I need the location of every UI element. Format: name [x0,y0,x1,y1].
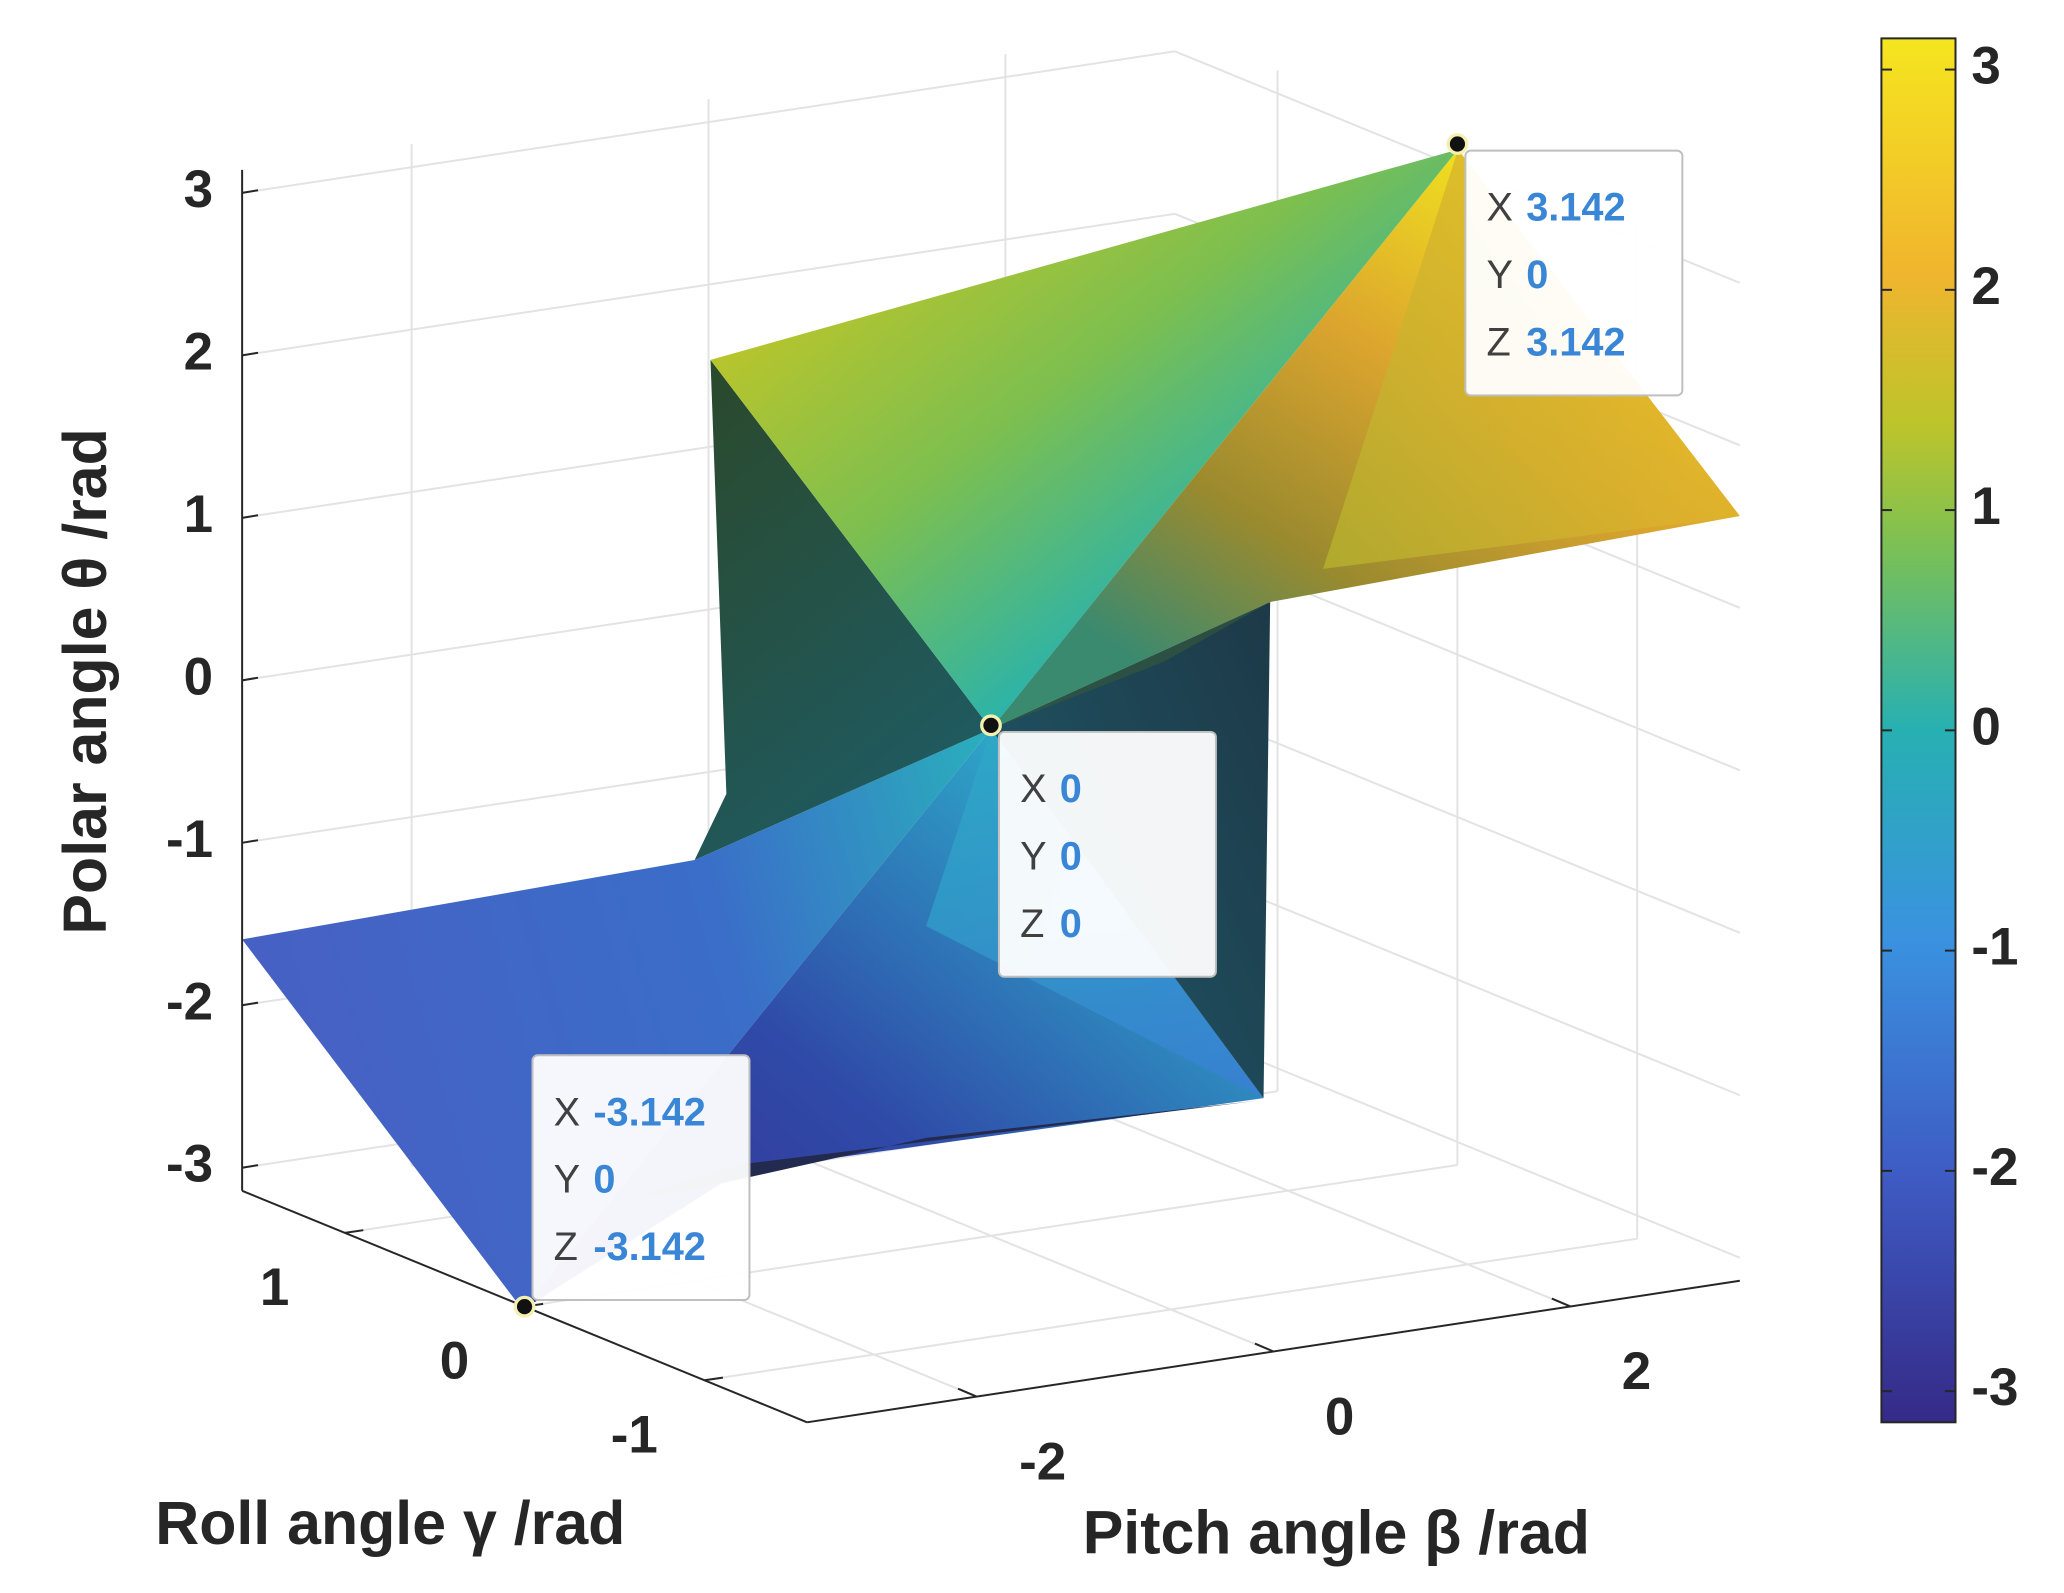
datatip-field: Z [1020,902,1044,946]
datatip-field: Y [1020,834,1046,878]
colorbar-tick-label: 3 [1971,37,2000,96]
z-tick [241,1001,259,1007]
datatip-box [997,730,1217,978]
datatip-value: 0 [1060,902,1082,946]
z-tick-label: 2 [184,322,213,381]
colorbar-tick-label: -2 [1971,1138,2018,1197]
datatip-field: X [554,1090,580,1134]
datatip-field: Z [554,1225,578,1269]
grid-line [1174,862,1741,1097]
grid-line [1174,1025,1741,1259]
z-tick [241,676,259,682]
x-tick-label: -2 [1019,1432,1066,1491]
x-tick-label: 2 [1622,1342,1651,1401]
datatip-field: Y [554,1158,580,1202]
datatip-field: Y [1487,253,1513,297]
colorbar [1880,37,1957,1424]
datatip-value: 3.142 [1526,321,1625,365]
z-axis-label: Polar angle θ /rad [51,428,119,934]
datatip-field: X [1487,186,1513,230]
grid-line [704,1237,1638,1382]
datatip-value: 0 [1060,834,1082,878]
grid-line [241,212,1176,357]
z-tick-label: -2 [166,972,213,1031]
z-tick [241,514,259,519]
x-tick [1551,1297,1571,1308]
z-tick [241,351,259,357]
colorbar-tick-label: 0 [1971,697,2000,756]
datatip-box [1464,149,1684,397]
colorbar-tick-label: 2 [1971,257,2000,316]
datatip-value: 3.142 [1526,186,1625,230]
x-axis-label: Pitch angle β /rad [1083,1499,1590,1567]
z-tick [241,1164,259,1169]
z-tick-label: -3 [166,1135,213,1194]
grid-line [1174,700,1741,934]
x-tick-label: 0 [1325,1387,1354,1446]
datatip-point [980,714,1002,737]
z-tick [241,839,259,844]
datatip-value: 0 [593,1158,615,1202]
datatip-value: 0 [1060,767,1082,811]
colorbar-tick-label: -1 [1971,918,2018,977]
y-tick [344,1229,364,1234]
y-axis-label: Roll angle γ /rad [155,1489,625,1557]
colorbar-tick-label: -3 [1971,1358,2018,1417]
y-tick [704,1376,724,1382]
y-tick-label: 1 [260,1258,289,1317]
datatip-value: 0 [1526,253,1548,297]
z-tick-label: 0 [184,647,213,706]
surface-patch [242,729,991,1310]
z-tick [241,189,259,194]
grid-line [241,50,1176,194]
z-tick-label: 1 [184,485,213,544]
x-tick [1254,1342,1274,1353]
x-tick [957,1387,977,1398]
datatip-point [513,1295,536,1318]
datatip-box [531,1054,751,1301]
datatip-value: -3.142 [593,1225,706,1269]
datatip-field: X [1020,767,1046,811]
surface-patch [694,359,991,861]
z-tick-label: 3 [184,160,213,219]
y-tick-label: 0 [440,1332,469,1391]
datatip-field: Z [1487,321,1511,365]
datatip-point [1446,133,1469,155]
colorbar-tick-label: 1 [1971,477,2000,536]
datatip-value: -3.142 [593,1090,706,1134]
z-tick-label: -1 [166,810,213,869]
surface-patch [710,149,1459,730]
y-tick-label: -1 [611,1405,658,1464]
